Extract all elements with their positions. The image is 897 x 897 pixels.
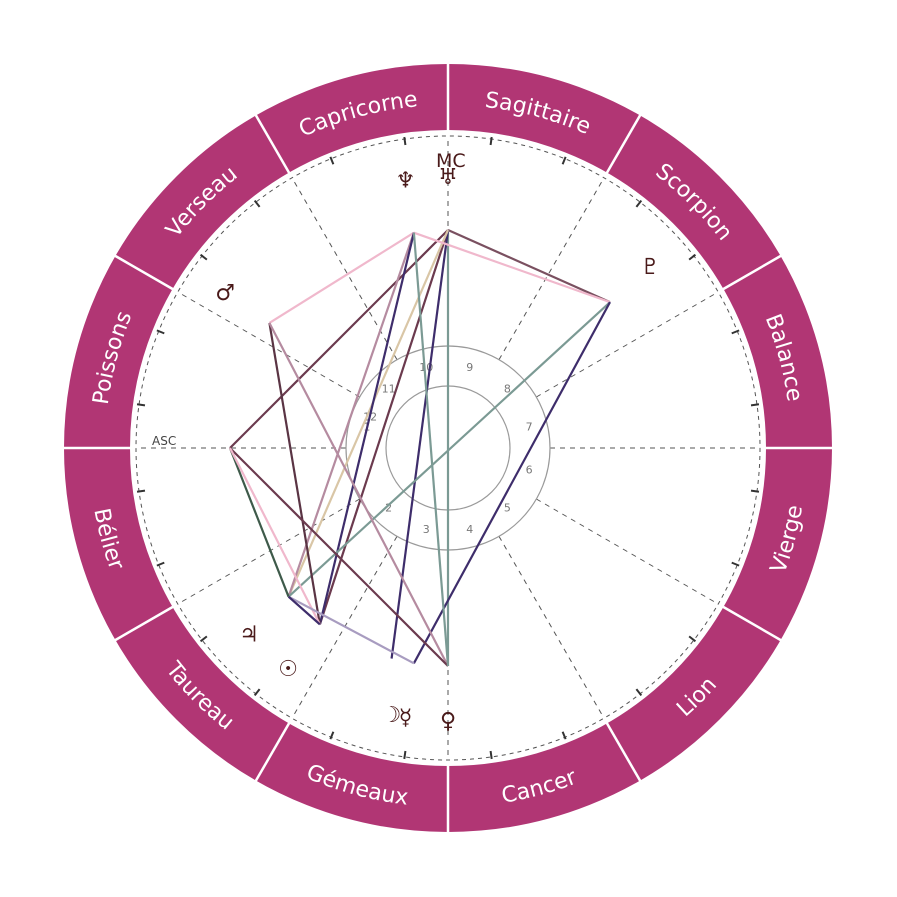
venus-icon: ♀ bbox=[440, 709, 456, 734]
aspect-line bbox=[287, 232, 415, 598]
aspect-line bbox=[287, 229, 450, 598]
aspect-line bbox=[268, 231, 415, 324]
degree-tick bbox=[403, 136, 407, 146]
house-number: 9 bbox=[466, 361, 473, 374]
degree-tick bbox=[403, 750, 407, 760]
aspect-line bbox=[288, 595, 415, 665]
degree-tick bbox=[329, 156, 335, 165]
aspect-line bbox=[412, 301, 611, 664]
house-cusp-line bbox=[536, 291, 719, 398]
degree-tick bbox=[329, 731, 335, 740]
house-number: 4 bbox=[466, 523, 473, 536]
house-number: 7 bbox=[526, 420, 533, 433]
aspect-line bbox=[229, 447, 321, 625]
neptune-icon: ♆ bbox=[396, 168, 416, 193]
zodiac-ring: SagittaireScorpionBalanceViergeLionCance… bbox=[63, 63, 833, 833]
pluto-icon: ♇ bbox=[640, 255, 660, 280]
mars-icon: ♂ bbox=[215, 281, 235, 306]
midheaven-label: MC bbox=[436, 150, 466, 172]
aspect-line bbox=[228, 447, 290, 598]
sign-divider bbox=[605, 113, 642, 175]
aspect-line bbox=[229, 447, 449, 667]
aspect-line bbox=[287, 595, 321, 626]
ascendant-label: ASC bbox=[152, 434, 176, 448]
house-cusp-line bbox=[498, 536, 605, 719]
degree-tick bbox=[489, 136, 493, 146]
house-cusp-line bbox=[177, 498, 360, 605]
sun-icon: ☉ bbox=[278, 657, 298, 682]
house-cusp-line bbox=[177, 291, 360, 398]
degree-tick bbox=[156, 329, 165, 335]
degree-tick bbox=[136, 403, 146, 407]
aspect-line bbox=[287, 301, 611, 598]
degree-tick bbox=[199, 253, 208, 261]
uranus-icon: ♅ bbox=[438, 165, 458, 190]
sign-divider bbox=[113, 254, 175, 291]
degree-tick bbox=[489, 750, 493, 760]
aspect-line bbox=[390, 229, 450, 659]
moon-icon: ☽ bbox=[382, 703, 402, 728]
degree-tick bbox=[750, 403, 760, 407]
house-number: 11 bbox=[382, 383, 396, 396]
aspect-line bbox=[268, 322, 449, 667]
aspect-line bbox=[229, 229, 449, 449]
degree-tick bbox=[750, 489, 760, 493]
degree-tick bbox=[253, 199, 261, 208]
house-number: 3 bbox=[423, 523, 430, 536]
house-number: 5 bbox=[504, 501, 511, 514]
degree-tick bbox=[156, 561, 165, 567]
degree-tick bbox=[688, 253, 697, 261]
aspect-line bbox=[447, 228, 611, 304]
sign-divider bbox=[721, 605, 783, 642]
house-number: 2 bbox=[385, 501, 392, 514]
sign-divider bbox=[254, 721, 291, 783]
aspect-line bbox=[268, 322, 321, 625]
degree-tick bbox=[731, 561, 740, 567]
degree-tick bbox=[561, 731, 567, 740]
degree-tick bbox=[688, 635, 697, 643]
mercury-icon: ☿ bbox=[399, 706, 413, 731]
outer-dashed-circle bbox=[135, 135, 761, 761]
planet-glyphs: ♆ ♅ ♇ ♂ ♃ ☉ ☽☿ ♀ bbox=[215, 165, 660, 734]
sign-divider bbox=[605, 721, 642, 783]
aspect-lines bbox=[228, 228, 611, 667]
sign-divider bbox=[254, 113, 291, 175]
degree-tick bbox=[561, 156, 567, 165]
house-cusp-line bbox=[498, 177, 605, 360]
house-cusp-lines bbox=[135, 135, 761, 761]
degree-tick bbox=[731, 329, 740, 335]
sign-divider bbox=[113, 605, 175, 642]
house-number: 6 bbox=[526, 464, 533, 477]
house-cusp-line bbox=[536, 498, 719, 605]
aspect-line bbox=[413, 231, 611, 304]
jupiter-icon: ♃ bbox=[239, 623, 259, 648]
aspect-line bbox=[412, 232, 450, 667]
degree-tick bbox=[253, 688, 261, 697]
degree-tick bbox=[635, 199, 643, 208]
sign-divider bbox=[721, 254, 783, 291]
degree-tick bbox=[136, 489, 146, 493]
degree-tick bbox=[635, 688, 643, 697]
degree-tick bbox=[199, 635, 208, 643]
house-number: 8 bbox=[504, 383, 511, 396]
aspect-line bbox=[318, 232, 415, 625]
